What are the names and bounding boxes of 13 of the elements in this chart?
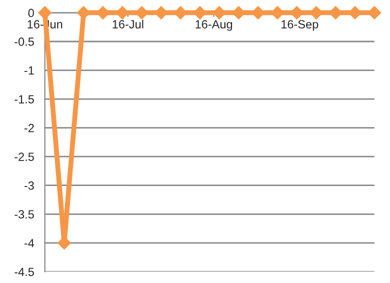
y-tick-label: -1.5 [14,95,34,104]
y-tick-label: -1 [24,66,34,75]
x-tick-label: 16-Aug [196,20,232,31]
y-tick-label: -4 [24,239,34,248]
y-tick-label: -4.5 [14,268,34,276]
y-tick-label: -2.5 [14,152,34,161]
x-tick-label: 16-Jul [112,20,144,28]
x-tick-label: 16-Sep [281,20,318,31]
y-tick-label: 0 [28,8,34,18]
y-tick-label: -3.5 [14,210,34,219]
y-tick-label: -2 [24,124,34,132]
y-tick-label: -0.5 [14,38,34,46]
y-tick-label: -3 [24,181,34,190]
